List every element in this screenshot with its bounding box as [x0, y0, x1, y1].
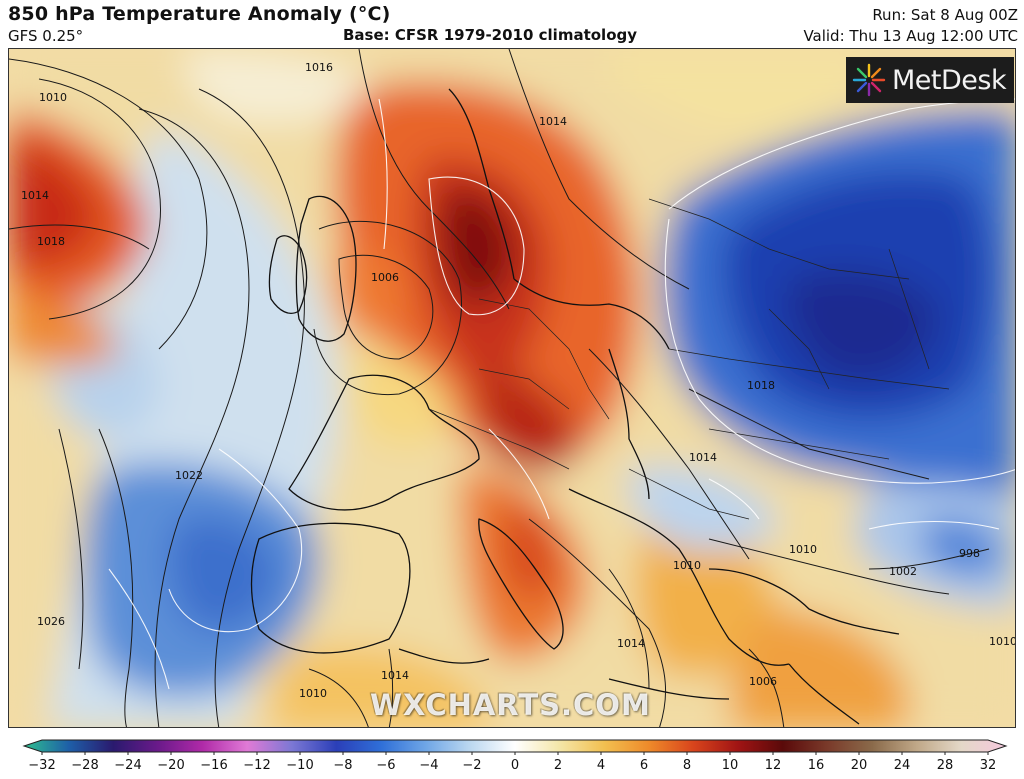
- color-scale-tick-label: −2: [462, 758, 482, 773]
- isobar-label: 1010: [789, 543, 817, 556]
- color-scale-tick-label: 28: [936, 758, 954, 773]
- color-scale-tick-label: −20: [157, 758, 185, 773]
- isobar-label: 1014: [539, 115, 567, 128]
- color-scale-labels: −32 −28 −24 −20 −16 −12 −10 −8 −6 −4 −2 0 2 4 6 8 10 12 16…: [20, 758, 1010, 776]
- isobar-label: 1014: [617, 637, 645, 650]
- base-climatology-label: Base: CFSR 1979-2010 climatology: [343, 26, 638, 44]
- isobar-label: 1014: [21, 189, 49, 202]
- sunburst-logo-icon: [852, 63, 886, 97]
- metdesk-logo-text: MetDesk: [892, 64, 1007, 96]
- color-scale-gradient: [22, 739, 1008, 753]
- isobar-label: 1010: [989, 635, 1016, 648]
- isobar-label: 1010: [299, 687, 327, 700]
- color-scale-tick-label: −28: [71, 758, 99, 773]
- valid-time-label: Valid: Thu 13 Aug 12:00 UTC: [803, 27, 1018, 45]
- isobar-label: 1014: [381, 669, 409, 682]
- isobar-label: 998: [959, 547, 980, 560]
- anomaly-map: 1010 1014 1018 1016 1006 1014 1018 1022 …: [8, 48, 1016, 728]
- map-canvas: 1010 1014 1018 1016 1006 1014 1018 1022 …: [9, 49, 1016, 727]
- metdesk-logo: MetDesk: [846, 57, 1014, 103]
- color-scale-tick-label: −8: [333, 758, 353, 773]
- anomaly-shading: [9, 49, 1015, 727]
- color-scale-bar: [22, 739, 1008, 755]
- color-scale-tick-label: 8: [682, 758, 692, 773]
- color-scale-tick-label: 32: [979, 758, 997, 773]
- isobar-label: 1022: [175, 469, 203, 482]
- isobar-label: 1006: [749, 675, 777, 688]
- color-scale-tick-label: 12: [764, 758, 782, 773]
- color-scale-tick-label: −10: [286, 758, 314, 773]
- color-scale-tick-label: 4: [596, 758, 606, 773]
- color-scale-tick-label: −4: [419, 758, 439, 773]
- color-scale-tick-label: −16: [200, 758, 228, 773]
- model-label: GFS 0.25°: [8, 27, 84, 45]
- isobar-label: 1010: [39, 91, 67, 104]
- isobar-label: 1010: [673, 559, 701, 572]
- color-scale: −32 −28 −24 −20 −16 −12 −10 −8 −6 −4 −2 0 2 4 6 8 10 12 16…: [20, 738, 1010, 776]
- isobar-labels: 1010 1014 1018 1016 1006 1014 1018 1022 …: [21, 61, 1016, 700]
- color-scale-tick-label: 2: [553, 758, 563, 773]
- wxcharts-watermark: WXCHARTS.COM: [370, 688, 651, 722]
- color-scale-tick-label: −6: [376, 758, 396, 773]
- color-scale-tick-label: −32: [28, 758, 56, 773]
- isobar-label: 1026: [37, 615, 65, 628]
- isobar-label: 1016: [305, 61, 333, 74]
- chart-title: 850 hPa Temperature Anomaly (°C): [8, 3, 391, 25]
- coastlines: [250, 88, 900, 725]
- isobar-label: 1002: [889, 565, 917, 578]
- isobars: [9, 49, 990, 727]
- color-scale-tick-label: 24: [893, 758, 911, 773]
- color-scale-tick-label: 6: [639, 758, 649, 773]
- color-scale-tick-label: −12: [243, 758, 271, 773]
- isobar-label: 1018: [747, 379, 775, 392]
- color-scale-tick-label: 0: [510, 758, 520, 773]
- color-scale-tick-label: −24: [114, 758, 142, 773]
- isobar-label: 1006: [371, 271, 399, 284]
- isobar-label: 1014: [689, 451, 717, 464]
- color-scale-tick-label: 16: [807, 758, 825, 773]
- isobar-label: 1018: [37, 235, 65, 248]
- color-scale-tick-label: 20: [850, 758, 868, 773]
- color-scale-tick-label: 10: [721, 758, 739, 773]
- run-time-label: Run: Sat 8 Aug 00Z: [872, 6, 1018, 24]
